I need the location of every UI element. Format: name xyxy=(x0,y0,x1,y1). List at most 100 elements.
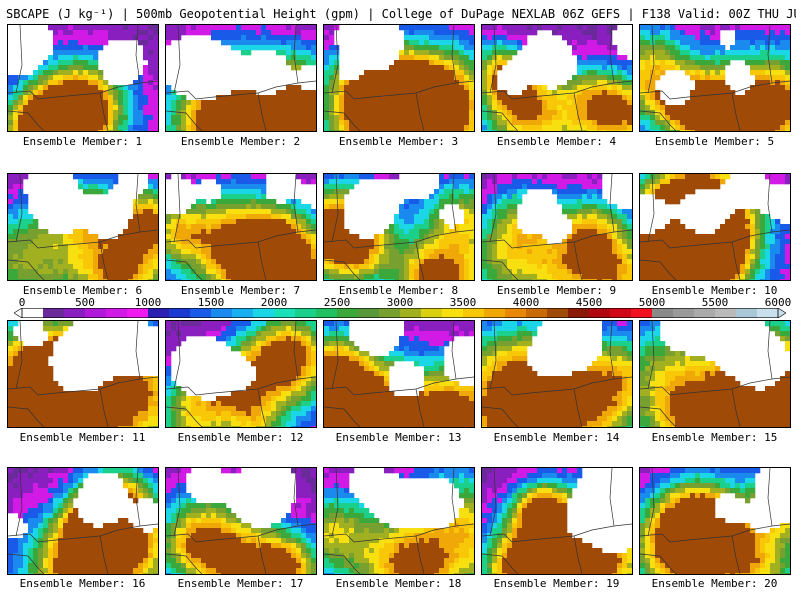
cape-field xyxy=(482,174,632,280)
cape-field xyxy=(166,25,316,131)
cape-field xyxy=(8,174,158,280)
cape-field xyxy=(482,321,632,427)
colorbar-swatch xyxy=(85,308,107,318)
ensemble-member-map-8 xyxy=(323,173,475,281)
cape-field xyxy=(8,25,158,131)
colorbar-swatch xyxy=(274,308,296,318)
ensemble-member-label: Ensemble Member: 17 xyxy=(177,577,304,590)
colorbar-swatch xyxy=(526,308,548,318)
ensemble-member-map-10 xyxy=(639,173,791,281)
colorbar-swatch xyxy=(610,308,632,318)
figure-title: SBCAPE (J kg⁻¹) | 500mb Geopotential Hei… xyxy=(6,7,796,21)
colorbar-tick-label: 0 xyxy=(18,296,26,309)
ensemble-member-map-19 xyxy=(481,467,633,575)
colorbar-swatch xyxy=(22,308,44,318)
colorbar-tick-label: 3000 xyxy=(386,296,414,309)
ensemble-member-map-6 xyxy=(7,173,159,281)
cape-field xyxy=(166,174,316,280)
colorbar-swatch xyxy=(547,308,569,318)
colorbar-labels: 0 500 1000 1500 2000 2500 3000 3500 4000 4500 5000… xyxy=(0,297,800,309)
ensemble-member-map-11 xyxy=(7,320,159,428)
cape-field xyxy=(640,174,790,280)
colorbar-swatch xyxy=(463,308,485,318)
ensemble-member-map-1 xyxy=(7,24,159,132)
ensemble-member-map-2 xyxy=(165,24,317,132)
ensemble-member-label: Ensemble Member: 19 xyxy=(493,577,620,590)
colorbar-tick-label: 1000 xyxy=(134,296,162,309)
colorbar-swatch xyxy=(127,308,149,318)
ensemble-member-label: Ensemble Member: 20 xyxy=(651,577,778,590)
cape-field xyxy=(640,25,790,131)
cape-field xyxy=(166,468,316,574)
ensemble-member-map-14 xyxy=(481,320,633,428)
ensemble-member-map-12 xyxy=(165,320,317,428)
colorbar-swatch xyxy=(253,308,275,318)
colorbar-tick-label: 5500 xyxy=(701,296,729,309)
colorbar-swatch xyxy=(673,308,695,318)
colorbar-tick-label: 2000 xyxy=(260,296,288,309)
ensemble-member-map-7 xyxy=(165,173,317,281)
colorbar-swatch xyxy=(400,308,422,318)
cape-field xyxy=(640,321,790,427)
colorbar-tick-label: 2500 xyxy=(323,296,351,309)
colorbar-svg xyxy=(14,308,786,318)
colorbar-swatch xyxy=(337,308,359,318)
colorbar-swatch xyxy=(211,308,233,318)
colorbar-swatch xyxy=(757,308,779,318)
ensemble-member-map-17 xyxy=(165,467,317,575)
ensemble-member-label: Ensemble Member: 11 xyxy=(19,431,146,444)
colorbar-swatch xyxy=(316,308,338,318)
colorbar-tick-label: 1500 xyxy=(197,296,225,309)
cape-field xyxy=(640,468,790,574)
ensemble-member-label: Ensemble Member: 4 xyxy=(496,135,617,148)
ensemble-member-label: Ensemble Member: 15 xyxy=(651,431,778,444)
cape-field xyxy=(8,468,158,574)
ensemble-member-map-3 xyxy=(323,24,475,132)
colorbar-swatch xyxy=(652,308,674,318)
ensemble-member-map-18 xyxy=(323,467,475,575)
colorbar-swatch xyxy=(148,308,170,318)
cape-field xyxy=(324,321,474,427)
cape-field xyxy=(482,25,632,131)
ensemble-member-label: Ensemble Member: 7 xyxy=(180,284,301,297)
ensemble-member-map-13 xyxy=(323,320,475,428)
ensemble-member-label: Ensemble Member: 1 xyxy=(22,135,143,148)
ensemble-member-label: Ensemble Member: 13 xyxy=(335,431,462,444)
ensemble-member-label: Ensemble Member: 16 xyxy=(19,577,146,590)
colorbar-tick-label: 3500 xyxy=(449,296,477,309)
colorbar-swatch xyxy=(64,308,86,318)
colorbar-tick-label: 5000 xyxy=(638,296,666,309)
colorbar-swatch xyxy=(232,308,254,318)
colorbar-swatch xyxy=(589,308,611,318)
cape-field xyxy=(324,25,474,131)
ensemble-member-label: Ensemble Member: 9 xyxy=(496,284,617,297)
colorbar-swatch xyxy=(694,308,716,318)
colorbar xyxy=(14,308,786,318)
colorbar-swatch xyxy=(568,308,590,318)
colorbar-swatch xyxy=(505,308,527,318)
colorbar-swatch xyxy=(379,308,401,318)
colorbar-swatch xyxy=(421,308,443,318)
ensemble-member-label: Ensemble Member: 5 xyxy=(654,135,775,148)
ensemble-member-label: Ensemble Member: 3 xyxy=(338,135,459,148)
colorbar-tick-label: 500 xyxy=(75,296,95,309)
ensemble-member-label: Ensemble Member: 12 xyxy=(177,431,304,444)
colorbar-swatch xyxy=(715,308,737,318)
ensemble-member-map-5 xyxy=(639,24,791,132)
ensemble-member-map-20 xyxy=(639,467,791,575)
ensemble-member-map-16 xyxy=(7,467,159,575)
ensemble-member-label: Ensemble Member: 8 xyxy=(338,284,459,297)
colorbar-swatch xyxy=(295,308,317,318)
ensemble-member-label: Ensemble Member: 18 xyxy=(335,577,462,590)
ensemble-member-label: Ensemble Member: 6 xyxy=(22,284,143,297)
ensemble-member-label: Ensemble Member: 10 xyxy=(651,284,778,297)
colorbar-swatch xyxy=(43,308,65,318)
ensemble-member-map-4 xyxy=(481,24,633,132)
colorbar-tick-label: 6000 xyxy=(764,296,792,309)
colorbar-min-arrow xyxy=(14,308,23,318)
cape-field xyxy=(166,321,316,427)
cape-field xyxy=(324,174,474,280)
cape-field xyxy=(8,321,158,427)
cape-field xyxy=(324,468,474,574)
ensemble-member-map-9 xyxy=(481,173,633,281)
